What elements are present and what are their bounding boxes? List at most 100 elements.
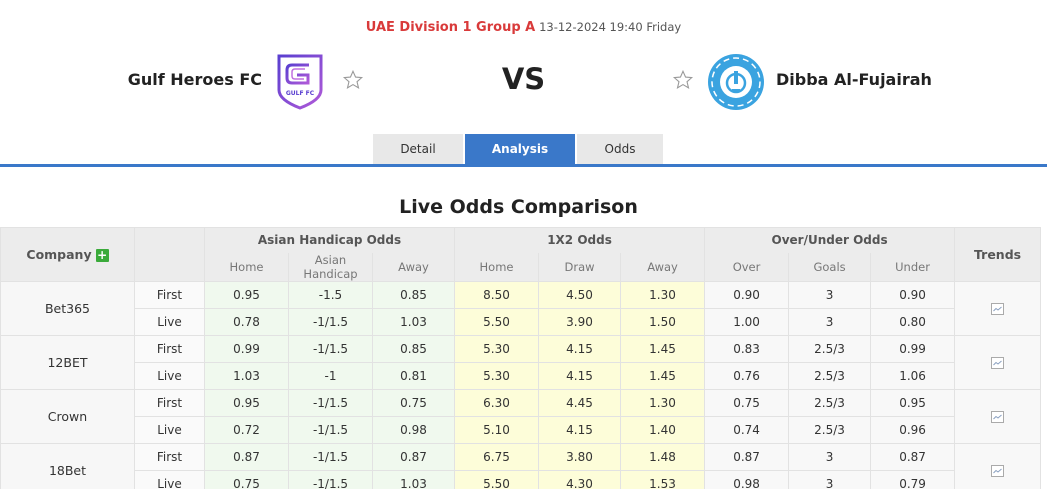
tab-detail[interactable]: Detail	[373, 134, 463, 164]
trend-chart-icon[interactable]	[991, 409, 1005, 423]
ou-odds-cell[interactable]: 0.99	[870, 334, 956, 363]
ou-odds-cell[interactable]: 0.83	[704, 334, 790, 363]
ou-odds-cell[interactable]: 3	[788, 307, 872, 336]
ou-odds-cell[interactable]: 3	[788, 280, 872, 309]
ou-odds-cell[interactable]: 0.87	[870, 442, 956, 471]
ou-odds-cell[interactable]: 0.90	[704, 280, 790, 309]
add-company-plus-icon[interactable]: +	[95, 247, 109, 262]
ah-odds-cell[interactable]: 0.95	[204, 280, 289, 309]
away-team-name[interactable]: Dibba Al-Fujairah	[776, 70, 932, 89]
ah-odds-cell[interactable]: 1.03	[371, 307, 456, 336]
ah-odds-cell[interactable]: -1/1.5	[288, 415, 373, 444]
ou-odds-cell[interactable]: 0.75	[704, 388, 790, 417]
league-name[interactable]: UAE Division 1 Group A	[365, 20, 536, 35]
ou-odds-cell[interactable]: 0.90	[870, 280, 956, 309]
ou-odds-cell[interactable]: 0.76	[704, 361, 790, 390]
x12-odds-cell[interactable]: 1.53	[620, 469, 706, 489]
home-team-name[interactable]: Gulf Heroes FC	[127, 70, 262, 89]
ah-odds-cell[interactable]: -1/1.5	[288, 469, 373, 489]
ah-odds-cell[interactable]: 0.72	[204, 415, 289, 444]
x12-odds-cell[interactable]: 4.50	[538, 280, 622, 309]
x12-odds-cell[interactable]: 4.15	[538, 361, 622, 390]
ah-odds-cell[interactable]: 0.81	[371, 361, 456, 390]
ou-odds-cell[interactable]: 3	[788, 442, 872, 471]
ah-odds-cell[interactable]: 1.03	[204, 361, 289, 390]
trend-button[interactable]	[954, 388, 1042, 444]
x12-odds-cell[interactable]: 4.15	[538, 415, 622, 444]
ou-odds-cell[interactable]: 3	[788, 469, 872, 489]
tab-analysis[interactable]: Analysis	[465, 134, 575, 164]
ou-odds-cell[interactable]: 0.98	[704, 469, 790, 489]
company-name[interactable]: 12BET	[0, 334, 135, 390]
ou-odds-cell[interactable]: 2.5/3	[788, 388, 872, 417]
tab-odds[interactable]: Odds	[577, 134, 663, 164]
x12-odds-cell[interactable]: 5.30	[454, 334, 540, 363]
ah-odds-cell[interactable]: -1	[288, 361, 373, 390]
x12-odds-cell[interactable]: 1.48	[620, 442, 706, 471]
x12-odds-cell[interactable]: 5.50	[454, 469, 540, 489]
ah-odds-cell[interactable]: 0.78	[204, 307, 289, 336]
ah-odds-cell[interactable]: 0.85	[371, 280, 456, 309]
ou-odds-cell[interactable]: 1.00	[704, 307, 790, 336]
x12-odds-cell[interactable]: 6.75	[454, 442, 540, 471]
ah-odds-cell[interactable]: -1/1.5	[288, 334, 373, 363]
odds-kind: Live	[134, 361, 205, 390]
ah-odds-cell[interactable]: -1/1.5	[288, 388, 373, 417]
ah-odds-cell[interactable]: 0.85	[371, 334, 456, 363]
ah-odds-cell[interactable]: 0.98	[371, 415, 456, 444]
away-team-logo[interactable]	[706, 52, 766, 112]
ou-under-header: Under	[870, 252, 956, 282]
x12-odds-cell[interactable]: 4.45	[538, 388, 622, 417]
ou-odds-cell[interactable]: 2.5/3	[788, 334, 872, 363]
x12-odds-cell[interactable]: 3.90	[538, 307, 622, 336]
trend-chart-icon[interactable]	[991, 301, 1005, 315]
x12-odds-cell[interactable]: 1.45	[620, 334, 706, 363]
favorite-home-star-icon[interactable]	[342, 69, 364, 91]
x12-odds-cell[interactable]: 3.80	[538, 442, 622, 471]
trend-chart-icon[interactable]	[991, 355, 1005, 369]
ou-odds-cell[interactable]: 0.74	[704, 415, 790, 444]
trend-button[interactable]	[954, 334, 1042, 390]
company-name[interactable]: Crown	[0, 388, 135, 444]
ou-odds-cell[interactable]: 0.95	[870, 388, 956, 417]
ou-odds-cell[interactable]: 0.87	[704, 442, 790, 471]
company-header-label: Company	[26, 246, 92, 262]
x12-odds-cell[interactable]: 1.30	[620, 280, 706, 309]
trend-button[interactable]	[954, 280, 1042, 336]
x12-odds-cell[interactable]: 4.15	[538, 334, 622, 363]
x12-odds-cell[interactable]: 1.40	[620, 415, 706, 444]
ou-odds-cell[interactable]: 0.79	[870, 469, 956, 489]
table-row: Bet365 First 0.95 -1.5 0.85 8.50 4.50 1.30 0.90 3…	[0, 280, 1042, 336]
company-name[interactable]: Bet365	[0, 280, 135, 336]
odds-kind: First	[134, 280, 205, 309]
ah-odds-cell[interactable]: 0.87	[204, 442, 289, 471]
x12-odds-cell[interactable]: 1.45	[620, 361, 706, 390]
ah-odds-cell[interactable]: 0.75	[204, 469, 289, 489]
trend-chart-icon[interactable]	[991, 463, 1005, 477]
ah-odds-cell[interactable]: -1/1.5	[288, 307, 373, 336]
ou-odds-cell[interactable]: 2.5/3	[788, 361, 872, 390]
company-name[interactable]: 18Bet	[0, 442, 135, 489]
home-team-logo[interactable]: GULF FC	[275, 52, 325, 110]
ah-odds-cell[interactable]: 0.87	[371, 442, 456, 471]
favorite-away-star-icon[interactable]	[672, 69, 694, 91]
x12-odds-cell[interactable]: 5.50	[454, 307, 540, 336]
x12-odds-cell[interactable]: 5.10	[454, 415, 540, 444]
trend-button[interactable]	[954, 442, 1042, 489]
x12-odds-cell[interactable]: 4.30	[538, 469, 622, 489]
ah-odds-cell[interactable]: 0.99	[204, 334, 289, 363]
x12-odds-cell[interactable]: 8.50	[454, 280, 540, 309]
ou-odds-cell[interactable]: 1.06	[870, 361, 956, 390]
x12-odds-cell[interactable]: 6.30	[454, 388, 540, 417]
ah-odds-cell[interactable]: 0.95	[204, 388, 289, 417]
ou-odds-cell[interactable]: 0.80	[870, 307, 956, 336]
x12-odds-cell[interactable]: 5.30	[454, 361, 540, 390]
ou-odds-cell[interactable]: 0.96	[870, 415, 956, 444]
x12-odds-cell[interactable]: 1.50	[620, 307, 706, 336]
ou-odds-cell[interactable]: 2.5/3	[788, 415, 872, 444]
x12-odds-cell[interactable]: 1.30	[620, 388, 706, 417]
ah-odds-cell[interactable]: -1.5	[288, 280, 373, 309]
ah-odds-cell[interactable]: -1/1.5	[288, 442, 373, 471]
ah-odds-cell[interactable]: 1.03	[371, 469, 456, 489]
ah-odds-cell[interactable]: 0.75	[371, 388, 456, 417]
